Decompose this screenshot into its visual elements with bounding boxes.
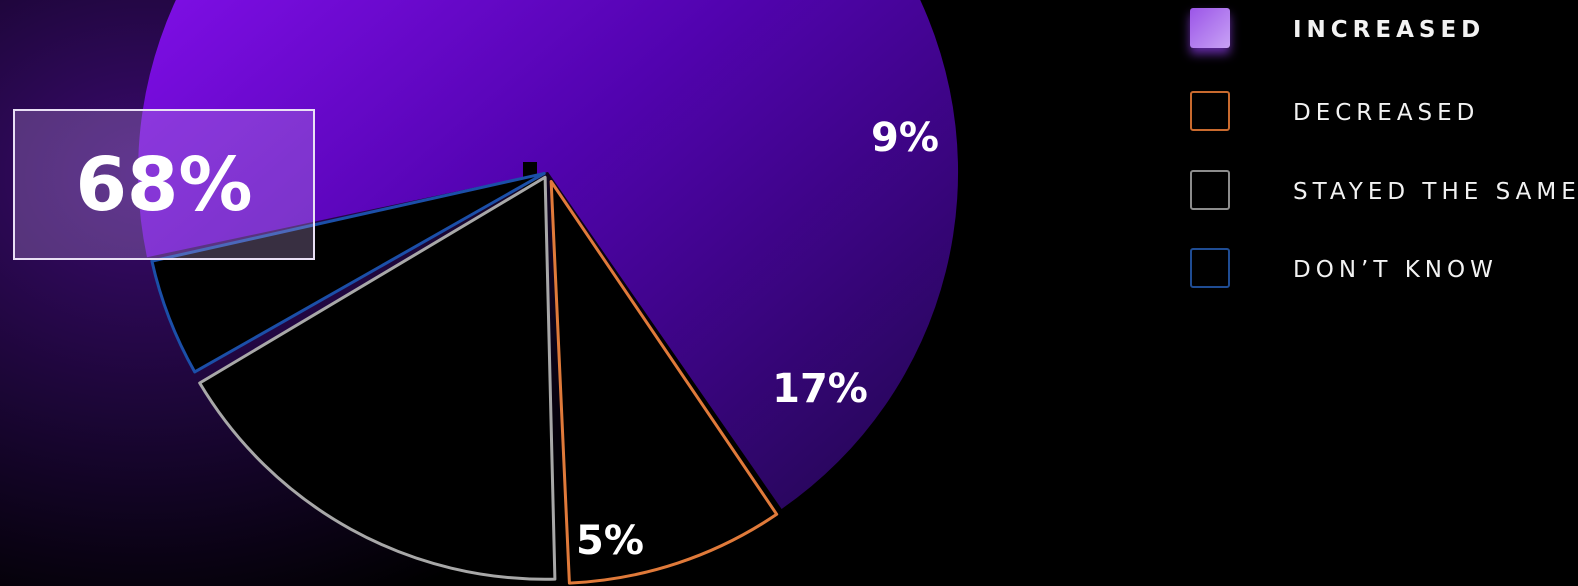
legend-item-dont-know: DON’T KNOW bbox=[1190, 248, 1578, 292]
pie-slice-decreased bbox=[549, 179, 779, 585]
pie-slice-stayed-the-same bbox=[198, 175, 557, 581]
orange-outline-square-icon bbox=[1190, 91, 1230, 131]
legend-label-decreased: DECREASED bbox=[1293, 100, 1480, 126]
legend-item-decreased: DECREASED bbox=[1190, 91, 1578, 135]
legend: INCREASED DECREASED STAYED THE SAME DON’… bbox=[1190, 0, 1578, 300]
legend-label-increased: INCREASED bbox=[1293, 17, 1486, 43]
increased-value-label: 68% bbox=[75, 141, 253, 228]
gray-outline-square-icon bbox=[1190, 170, 1230, 210]
legend-item-stayed-the-same: STAYED THE SAME bbox=[1190, 170, 1578, 214]
slice-label-don-t-know: 5% bbox=[576, 518, 644, 564]
pie-slice-increased bbox=[138, 0, 958, 509]
increased-value-box: 68% bbox=[13, 109, 315, 260]
pie-slice-don-t-know bbox=[150, 171, 546, 374]
legend-label-stayed-the-same: STAYED THE SAME bbox=[1293, 179, 1578, 205]
blue-outline-square-icon bbox=[1190, 248, 1230, 288]
slice-label-stayed-the-same: 17% bbox=[772, 366, 868, 412]
legend-label-dont-know: DON’T KNOW bbox=[1293, 257, 1498, 283]
filled-purple-square-icon bbox=[1190, 8, 1230, 48]
legend-item-increased: INCREASED bbox=[1190, 8, 1578, 52]
slice-label-decreased: 9% bbox=[871, 115, 939, 161]
